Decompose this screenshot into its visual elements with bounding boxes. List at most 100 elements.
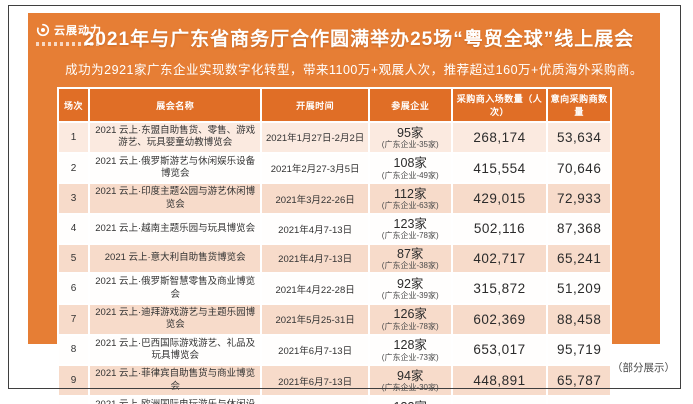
companies-total: 87家 bbox=[397, 246, 424, 261]
companies-guangdong: (广东企业-35家) bbox=[381, 139, 439, 149]
cell-companies: 112家 (广东企业-63家) bbox=[367, 182, 453, 216]
table-row: 4 2021 云上·越南主题乐园与玩具博览会 2021年4月7-13日 123家… bbox=[57, 213, 612, 245]
cell-companies: 108家 (广东企业-49家) bbox=[367, 151, 453, 185]
companies-guangdong: (广东企业-63家) bbox=[381, 201, 439, 211]
page-title: 2021年与广东省商务厅合作圆满举办25场“粤贸全球”线上展会 bbox=[83, 29, 635, 50]
cell-session-no: 6 bbox=[57, 272, 90, 305]
table-row: 2 2021 云上·俄罗斯游艺与休闲娱乐设备博览会 2021年2月27-3月5日… bbox=[57, 151, 612, 185]
col-header-companies: 参展企业 bbox=[367, 87, 453, 123]
cell-visitor-count: 502,116 bbox=[450, 213, 549, 245]
cell-buyer-count: 95,719 bbox=[546, 333, 612, 367]
cell-visitor-count: 415,554 bbox=[450, 151, 549, 185]
col-header-session: 场次 bbox=[57, 87, 90, 123]
companies-total: 126家 bbox=[393, 307, 427, 322]
table-body: 1 2021 云上·东盟自助售货、零售、游戏游艺、玩具婴童幼教博览会 2021年… bbox=[57, 121, 612, 404]
companies-guangdong: (广东企业-73家) bbox=[381, 352, 439, 362]
companies-total: 95家 bbox=[397, 125, 424, 140]
companies-total: 128家 bbox=[393, 338, 427, 353]
brand-logo: 云展动力 bbox=[36, 22, 126, 46]
cell-expo-name: 2021 云上·俄罗斯游艺与休闲娱乐设备博览会 bbox=[87, 151, 263, 185]
cell-expo-date: 2021年3月22-26日 bbox=[260, 182, 370, 216]
cell-session-no: 3 bbox=[57, 182, 90, 216]
cell-companies: 126家 (广东企业-78家) bbox=[367, 302, 453, 336]
cell-visitor-count: 315,872 bbox=[450, 272, 549, 305]
cell-visitor-count: 429,015 bbox=[450, 182, 549, 216]
companies-total: 108家 bbox=[393, 156, 427, 171]
companies-total: 132家 bbox=[373, 400, 448, 404]
cell-expo-date: 2021年4月22-28日 bbox=[260, 272, 370, 305]
cell-expo-name: 2021 云上·巴西国际游戏游艺、礼品及玩具博览会 bbox=[87, 333, 263, 367]
cell-expo-name: 2021 云上·俄罗斯智慧零售及商业博览会 bbox=[87, 272, 263, 305]
cell-visitor-count: 602,369 bbox=[450, 302, 549, 336]
col-header-name: 展会名称 bbox=[87, 87, 263, 123]
page-subtitle: 成功为2921家广东企业实现数字化转型，带来1100万+观展人次，推荐超过160… bbox=[65, 63, 643, 77]
cell-companies: 87家 (广东企业-38家) bbox=[367, 242, 453, 275]
cell-expo-date: 2021年6月24-30日 bbox=[260, 394, 370, 404]
table-header-row: 场次 展会名称 开展时间 参展企业 采购商入场数量（人次） 意向采购商数量 bbox=[57, 87, 612, 123]
cell-expo-name: 2021 云上·东盟自助售货、零售、游戏游艺、玩具婴童幼教博览会 bbox=[87, 121, 263, 154]
cell-visitor-count: 549,049 bbox=[450, 394, 549, 404]
cell-buyer-count: 69,662 bbox=[546, 394, 612, 404]
table-row: 5 2021 云上·意大利自助售货博览会 2021年4月7-13日 87家 (广… bbox=[57, 242, 612, 275]
cell-visitor-count: 268,174 bbox=[450, 121, 549, 154]
cell-buyer-count: 65,241 bbox=[546, 242, 612, 275]
cell-expo-name: 2021 云上·菲律宾自助售货与商业博览会 bbox=[87, 364, 263, 397]
cell-expo-date: 2021年4月7-13日 bbox=[260, 213, 370, 245]
cell-expo-name: 2021 云上·意大利自助售货博览会 bbox=[87, 242, 263, 275]
cell-session-no: 5 bbox=[57, 242, 90, 275]
cell-expo-date: 2021年4月7-13日 bbox=[260, 242, 370, 275]
cell-expo-date: 2021年6月7-13日 bbox=[260, 333, 370, 367]
companies-total: 123家 bbox=[393, 217, 427, 232]
partial-display-note: （部分展示） bbox=[612, 362, 675, 374]
cell-buyer-count: 65,787 bbox=[546, 364, 612, 397]
cell-session-no: 4 bbox=[57, 213, 90, 245]
col-header-visitors: 采购商入场数量（人次） bbox=[450, 87, 549, 123]
companies-total: 92家 bbox=[397, 276, 424, 291]
companies-guangdong: (广东企业-78家) bbox=[381, 321, 439, 331]
cell-expo-name: 2021 云上·越南主题乐园与玩具博览会 bbox=[87, 213, 263, 245]
cell-visitor-count: 402,717 bbox=[450, 242, 549, 275]
cell-expo-date: 2021年6月7-13日 bbox=[260, 364, 370, 397]
cell-session-no: 7 bbox=[57, 302, 90, 336]
cell-companies: 128家 (广东企业-73家) bbox=[367, 333, 453, 367]
cell-expo-date: 2021年5月25-31日 bbox=[260, 302, 370, 336]
cell-session-no: 8 bbox=[57, 333, 90, 367]
cell-companies: 123家 (广东企业-78家) bbox=[367, 213, 453, 245]
cell-buyer-count: 88,458 bbox=[546, 302, 612, 336]
expo-table: 场次 展会名称 开展时间 参展企业 采购商入场数量（人次） 意向采购商数量 1 … bbox=[57, 87, 612, 404]
brand-name: 云展动力 bbox=[54, 25, 102, 37]
cell-companies: 95家 (广东企业-35家) bbox=[367, 121, 453, 154]
table-row: 9 2021 云上·菲律宾自助售货与商业博览会 2021年6月7-13日 94家… bbox=[57, 364, 612, 397]
cell-companies: 92家 (广东企业-39家) bbox=[367, 272, 453, 305]
table-row: 10 2021 云上·欧洲国际电玩游乐与休闲设备博览会 2021年6月24-30… bbox=[57, 394, 612, 404]
table-row: 6 2021 云上·俄罗斯智慧零售及商业博览会 2021年4月22-28日 92… bbox=[57, 272, 612, 305]
cell-expo-name: 2021 云上·欧洲国际电玩游乐与休闲设备博览会 bbox=[87, 394, 263, 404]
table-row: 7 2021 云上·迪拜游戏游艺与主题乐园博览会 2021年5月25-31日 1… bbox=[57, 302, 612, 336]
brand-logo-icon bbox=[36, 23, 50, 37]
companies-total: 112家 bbox=[394, 186, 427, 201]
col-header-date: 开展时间 bbox=[260, 87, 370, 123]
col-header-buyers: 意向采购商数量 bbox=[546, 87, 612, 123]
table-row: 3 2021 云上·印度主题公园与游艺休闲博览会 2021年3月22-26日 1… bbox=[57, 182, 612, 216]
table-row: 8 2021 云上·巴西国际游戏游艺、礼品及玩具博览会 2021年6月7-13日… bbox=[57, 333, 612, 367]
table-row: 1 2021 云上·东盟自助售货、零售、游戏游艺、玩具婴童幼教博览会 2021年… bbox=[57, 121, 612, 154]
cell-buyer-count: 53,634 bbox=[546, 121, 612, 154]
cell-buyer-count: 72,933 bbox=[546, 182, 612, 216]
cell-companies: 132家 (广东企业-73家) bbox=[367, 394, 453, 404]
cell-companies: 94家 (广东企业-30家) bbox=[367, 364, 453, 397]
cell-session-no: 9 bbox=[57, 364, 90, 397]
cell-expo-date: 2021年1月27日-2月2日 bbox=[260, 121, 370, 154]
companies-guangdong: (广东企业-49家) bbox=[381, 170, 439, 180]
cell-expo-name: 2021 云上·迪拜游戏游艺与主题乐园博览会 bbox=[87, 302, 263, 336]
companies-guangdong: (广东企业-38家) bbox=[381, 261, 439, 270]
companies-guangdong: (广东企业-30家) bbox=[381, 383, 439, 393]
brand-tagline bbox=[36, 42, 102, 46]
cell-buyer-count: 51,209 bbox=[546, 272, 612, 305]
cell-buyer-count: 70,646 bbox=[546, 151, 612, 185]
cell-visitor-count: 448,891 bbox=[450, 364, 549, 397]
cell-visitor-count: 653,017 bbox=[450, 333, 549, 367]
companies-guangdong: (广东企业-78家) bbox=[381, 231, 439, 241]
companies-total: 94家 bbox=[397, 368, 424, 383]
cell-session-no: 1 bbox=[57, 121, 90, 154]
